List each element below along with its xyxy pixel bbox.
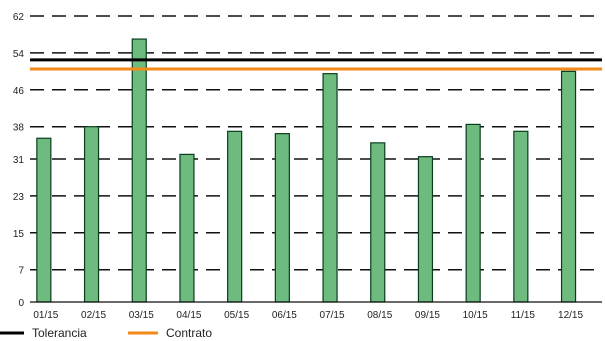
legend-label: Contrato: [166, 326, 212, 340]
grid-lines: [30, 15, 602, 271]
bar: [513, 130, 529, 303]
bar: [227, 130, 243, 303]
bar: [322, 73, 338, 303]
x-tick-label: 06/15: [272, 310, 297, 321]
reference-lines: [30, 58, 602, 71]
x-tick-label: 07/15: [320, 310, 345, 321]
x-tick-label: 01/15: [33, 310, 58, 321]
bar: [179, 153, 195, 303]
y-tick-label: 7: [18, 266, 24, 277]
x-tick-label: 03/15: [129, 310, 154, 321]
y-tick-label: 15: [13, 229, 25, 240]
bar: [417, 156, 434, 303]
y-axis-ticks: 0 7 15 23 31 38 46 54 62: [13, 12, 25, 309]
legend: Tolerancia Contrato: [0, 326, 212, 340]
legend-label: Tolerancia: [32, 326, 87, 340]
x-tick-label: 08/15: [367, 310, 392, 321]
x-tick-label: 05/15: [224, 310, 249, 321]
y-tick-label: 0: [18, 298, 24, 309]
bars: [36, 38, 577, 303]
bar: [370, 142, 386, 303]
bar: [83, 126, 100, 303]
x-tick-label: 09/15: [415, 310, 440, 321]
y-tick-label: 46: [13, 86, 25, 97]
bar: [274, 133, 290, 303]
bar: [36, 137, 52, 303]
bar: [560, 70, 577, 303]
bar: [131, 38, 147, 303]
y-tick-label: 23: [13, 192, 25, 203]
x-tick-label: 11/15: [511, 310, 536, 321]
x-tick-label: 02/15: [81, 310, 106, 321]
x-tick-label: 10/15: [463, 310, 488, 321]
bar: [465, 123, 481, 303]
y-tick-label: 54: [13, 49, 25, 60]
y-tick-label: 62: [13, 12, 25, 23]
y-tick-label: 31: [13, 155, 25, 166]
x-tick-label: 04/15: [176, 310, 201, 321]
y-tick-label: 38: [13, 123, 25, 134]
x-axis-ticks: 01/15 02/15 03/15 04/15 05/15 06/15 07/15 08/15…: [33, 310, 583, 321]
x-tick-label: 12/15: [558, 310, 583, 321]
